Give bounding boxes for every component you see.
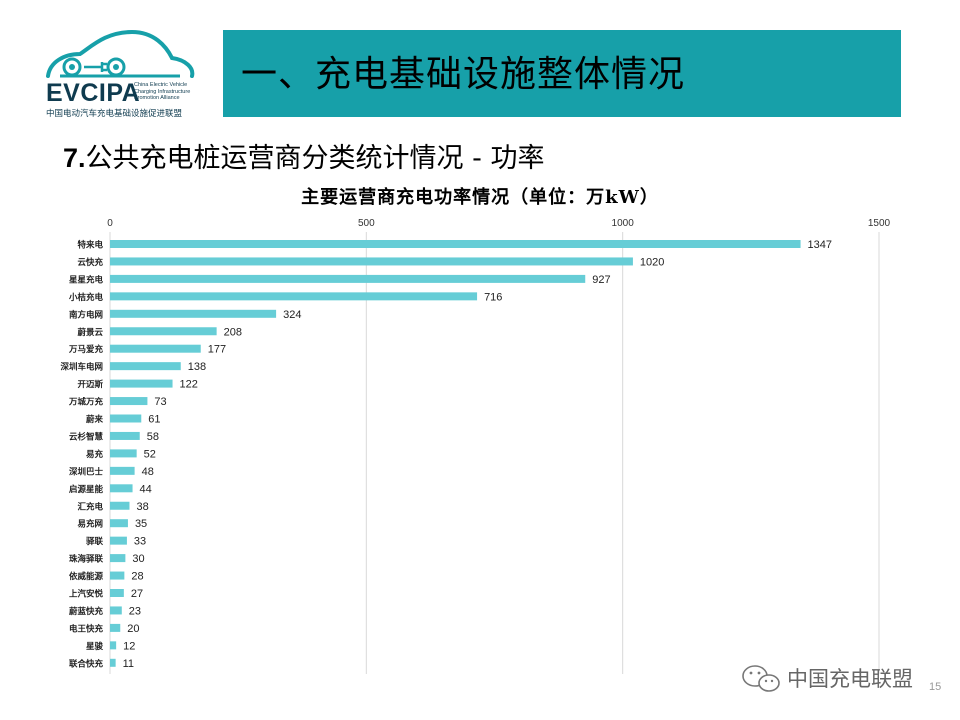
data-label: 1020 (640, 256, 664, 268)
bar (110, 292, 478, 301)
category-label: 云快充 (77, 257, 103, 268)
data-label: 73 (154, 396, 166, 408)
category-label: 特来电 (77, 240, 103, 251)
data-label: 1347 (808, 239, 832, 251)
data-label: 20 (127, 623, 139, 635)
logo-chinese-name: 中国电动汽车充电基础设施促进联盟 (46, 109, 183, 119)
data-label: 28 (131, 571, 143, 583)
category-label: 蔚蓝快充 (69, 606, 104, 617)
data-label: 38 (136, 501, 148, 513)
data-label: 138 (188, 361, 206, 373)
data-label: 11 (123, 658, 134, 670)
category-label: 依威能源 (69, 571, 104, 582)
category-label: 上汽安悦 (69, 589, 104, 600)
bar (110, 519, 128, 528)
x-tick-label: 1000 (612, 218, 635, 229)
logo-brand: EVCIPA (46, 79, 141, 107)
data-label: 44 (140, 483, 152, 495)
logo-wheel-left (62, 57, 82, 77)
category-label: 星星充电 (69, 274, 104, 285)
data-label: 48 (142, 466, 154, 478)
category-label: 联合快充 (69, 658, 104, 669)
category-label: 易充网 (77, 519, 103, 530)
data-label: 122 (180, 379, 198, 391)
bar (110, 327, 217, 336)
data-label: 58 (147, 431, 159, 443)
bar (110, 309, 277, 318)
data-label: 33 (134, 536, 146, 548)
category-label: 蔚来 (86, 414, 104, 425)
category-label: 珠海驿联 (69, 554, 104, 565)
bar (110, 501, 130, 510)
data-label: 324 (283, 309, 301, 321)
title-bar (223, 30, 901, 117)
bar (110, 606, 122, 615)
plug-icon (84, 62, 107, 72)
bar (110, 571, 125, 580)
category-label: 万马爱充 (68, 344, 104, 355)
x-tick-label: 1500 (868, 218, 891, 229)
logo-wheel-right (106, 57, 126, 77)
watermark-text: 中国充电联盟 (787, 667, 913, 691)
category-label: 深圳车电网 (60, 362, 103, 373)
category-label: 南方电网 (69, 309, 103, 320)
category-label: 电王快充 (69, 623, 104, 634)
data-label: 12 (123, 640, 135, 652)
logo-car-outline (46, 29, 195, 78)
bar (110, 554, 126, 563)
category-label: 万城万充 (68, 397, 104, 408)
chart-title: 主要运营商充电功率情况（单位：万kW） (301, 187, 659, 208)
category-label: 开迈斯 (77, 379, 103, 390)
data-label: 208 (224, 326, 242, 338)
bar (110, 484, 133, 493)
section-title: 7.公共充电桩运营商分类统计情况 - 功率 (63, 136, 544, 175)
data-label: 716 (484, 291, 502, 303)
data-label: 35 (135, 518, 147, 530)
bar (110, 274, 586, 283)
data-label: 52 (144, 448, 156, 460)
data-label: 27 (131, 588, 143, 600)
bar (110, 658, 116, 667)
logo-subtitle: China Electric Vehicle Charging Infrastr… (134, 82, 191, 102)
category-label: 星骏 (86, 641, 104, 652)
bar (110, 641, 117, 650)
bar (110, 431, 140, 440)
bar (110, 536, 127, 545)
data-label: 927 (592, 274, 610, 286)
section-number: 7. (63, 143, 86, 173)
page-number: 15 (929, 681, 942, 693)
bar (110, 257, 633, 266)
category-label: 蔚景云 (77, 327, 103, 338)
evcipa-logo (46, 29, 195, 78)
section-title-text: 公共充电桩运营商分类统计情况 - 功率 (85, 143, 545, 174)
bar (110, 623, 121, 632)
bar (110, 466, 135, 475)
x-tick-label: 0 (107, 218, 113, 229)
category-label: 小桔充电 (68, 292, 104, 303)
data-label: 61 (148, 414, 160, 426)
category-label: 易充 (86, 449, 104, 460)
category-label: 汇充电 (77, 501, 103, 512)
data-label: 177 (208, 344, 226, 356)
x-tick-label: 500 (358, 218, 375, 229)
bar (110, 344, 201, 353)
category-label: 启源星能 (69, 484, 104, 495)
wechat-icon (742, 665, 780, 692)
data-label: 23 (129, 605, 141, 617)
category-label: 驿联 (86, 536, 104, 547)
bar (110, 240, 801, 248)
bar (110, 589, 124, 597)
bar (110, 362, 181, 371)
bar (110, 449, 137, 458)
category-label: 云杉智慧 (69, 431, 104, 442)
bar (110, 379, 173, 388)
bar (110, 414, 142, 423)
page-title: 一、充电基础设施整体情况 (241, 54, 686, 95)
category-label: 深圳巴士 (69, 466, 104, 477)
data-label: 30 (132, 553, 144, 565)
bar (110, 397, 148, 406)
